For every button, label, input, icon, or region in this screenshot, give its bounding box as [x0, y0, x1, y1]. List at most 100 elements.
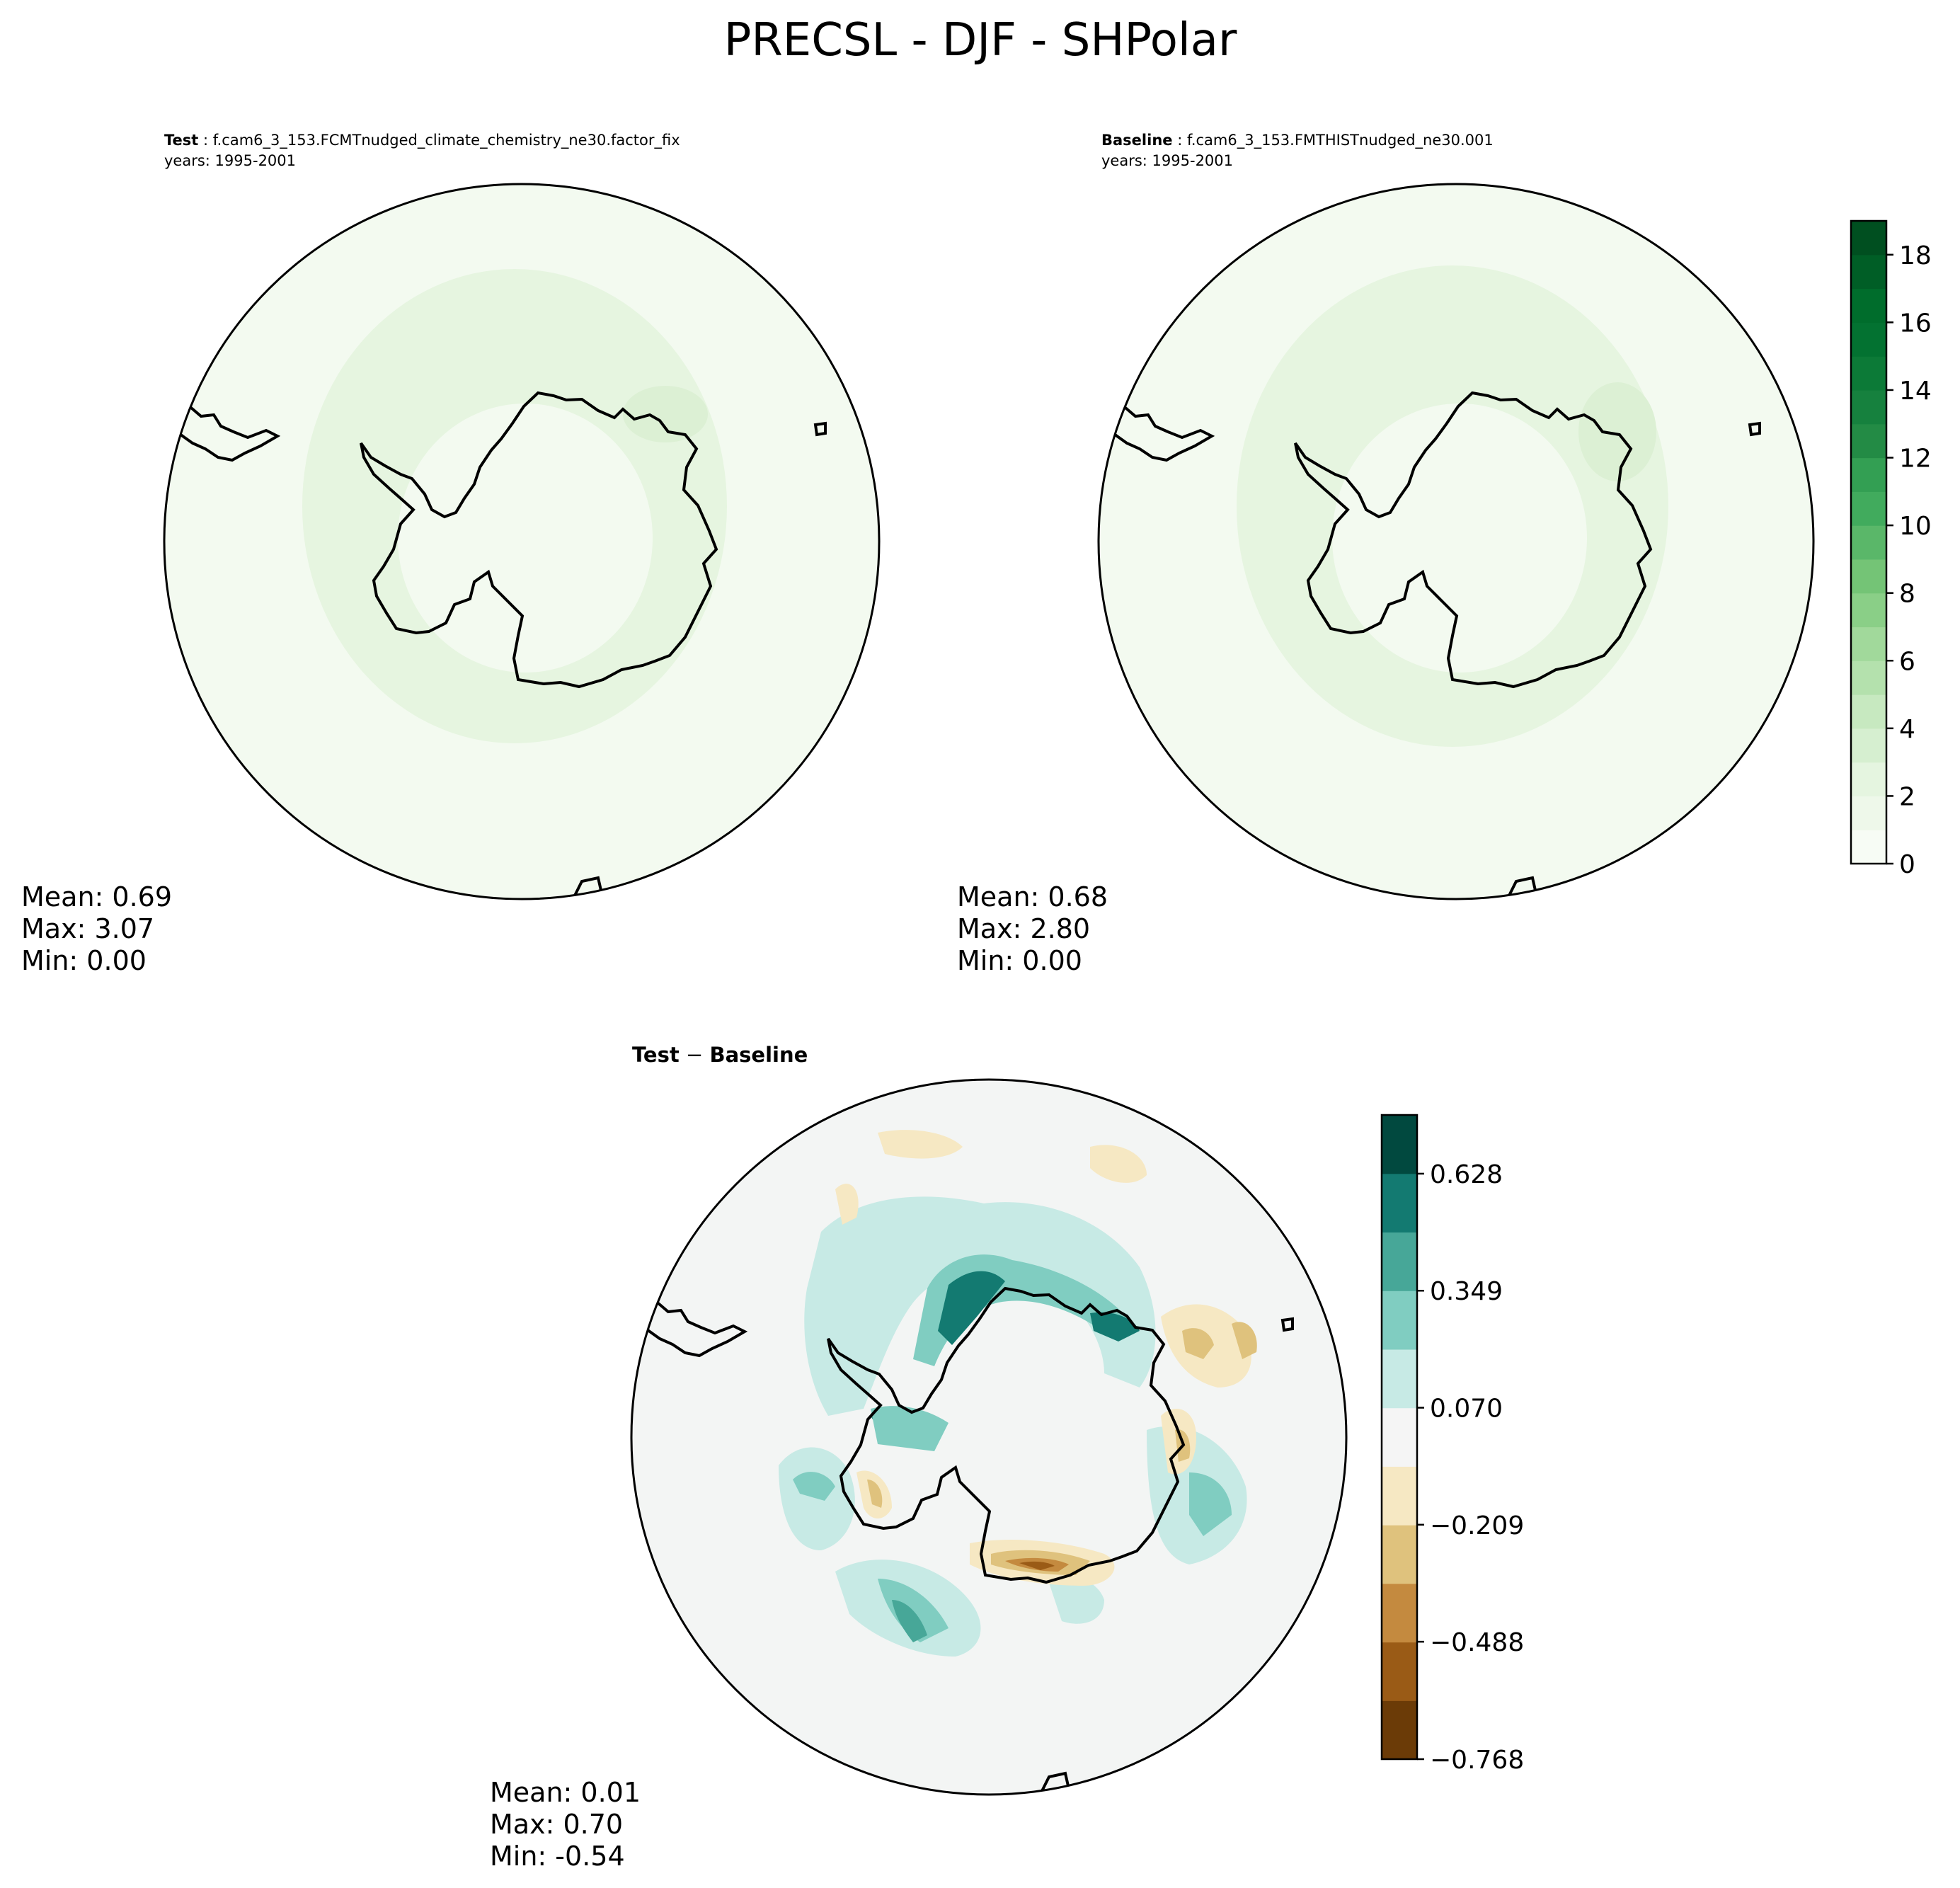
- baseline-panel: Baseline : f.cam6_3_153.FMTHISTnudged_ne…: [957, 132, 1815, 976]
- colorbar-step: [1851, 457, 1886, 492]
- colorbar-step: [1851, 830, 1886, 864]
- colorbar-tick-label: 0: [1899, 850, 1915, 879]
- colorbar-tick-label: 2: [1899, 782, 1915, 811]
- colorbar-diff: −0.768 −0.488 −0.209 0.070 0.349 0.628: [1380, 1114, 1524, 1775]
- baseline-case-name: f.cam6_3_153.FMTHISTnudged_ne30.001: [1187, 132, 1494, 149]
- colorbar-step: [1851, 389, 1886, 425]
- test-map: [164, 184, 879, 899]
- colorbar-tick-label: 4: [1899, 715, 1915, 744]
- colorbar-top-steps: [1851, 221, 1886, 864]
- colorbar-top: 0 2 4 6 8 10 12 14 16 18: [1850, 219, 1932, 879]
- diff-title-op: −: [680, 1043, 710, 1067]
- colorbar-tick-label: 14: [1899, 377, 1932, 406]
- baseline-years: years: 1995-2001: [1101, 152, 1233, 169]
- colorbar-step: [1382, 1642, 1417, 1701]
- diff-positive-region: [779, 1447, 855, 1550]
- baseline-map: [1099, 184, 1813, 899]
- diff-max: Max: 0.70: [490, 1809, 623, 1840]
- colorbar-diff-steps: [1382, 1115, 1417, 1760]
- diff-negative-region: [835, 1184, 859, 1225]
- baseline-mean: Mean: 0.68: [957, 881, 1108, 912]
- colorbar-step: [1851, 660, 1886, 695]
- diff-positive-region: [938, 1271, 1005, 1345]
- diff-min: Min: -0.54: [490, 1841, 625, 1872]
- colorbar-step: [1851, 559, 1886, 594]
- diff-positive-region: [1048, 1576, 1104, 1624]
- colorbar-tick-label: 0.628: [1430, 1160, 1503, 1189]
- test-max: Max: 3.07: [21, 913, 154, 944]
- diff-mean: Mean: 0.01: [490, 1777, 641, 1808]
- colorbar-step: [1851, 221, 1886, 256]
- test-panel: Test : f.cam6_3_153.FCMTnudged_climate_c…: [21, 132, 881, 976]
- diff-positive-region: [793, 1472, 835, 1501]
- colorbar-step: [1382, 1115, 1417, 1174]
- colorbar-step: [1382, 1173, 1417, 1233]
- diff-title: Test − Baseline: [632, 1043, 808, 1067]
- colorbar-tick-label: 12: [1899, 445, 1932, 474]
- colorbar-tick-label: −0.768: [1430, 1746, 1524, 1775]
- colorbar-step: [1851, 593, 1886, 628]
- diff-title-test: Test: [632, 1043, 680, 1067]
- diff-positive-region: [871, 1406, 949, 1451]
- colorbar-step: [1851, 525, 1886, 560]
- diff-negative-region: [867, 1480, 883, 1508]
- colorbar-step: [1851, 423, 1886, 459]
- test-precip-patch: [623, 386, 708, 442]
- colorbar-diff-frame: [1380, 1114, 1419, 1761]
- baseline-map-boundary: [1097, 183, 1815, 900]
- diff-positive-region: [892, 1600, 927, 1642]
- baseline-min: Min: 0.00: [957, 945, 1082, 976]
- colorbar-tick-label: 8: [1899, 580, 1915, 609]
- colorbar-step: [1851, 627, 1886, 661]
- colorbar-step: [1382, 1525, 1417, 1584]
- test-map-boundary: [163, 183, 881, 900]
- colorbar-step: [1382, 1291, 1417, 1350]
- diff-positive-region: [1090, 1312, 1140, 1341]
- baseline-max: Max: 2.80: [957, 913, 1090, 944]
- colorbar-step: [1851, 728, 1886, 763]
- colorbar-step: [1851, 762, 1886, 797]
- colorbar-step: [1382, 1232, 1417, 1291]
- diff-title-baseline: Baseline: [709, 1043, 808, 1067]
- figure-title: PRECSL - DJF - SHPolar: [724, 14, 1237, 67]
- colorbar-step: [1851, 694, 1886, 729]
- diff-positive-region: [1189, 1472, 1232, 1536]
- test-header: Test : f.cam6_3_153.FCMTnudged_climate_c…: [164, 132, 680, 149]
- colorbar-diff-ticks: −0.768 −0.488 −0.209 0.070 0.349 0.628: [1417, 1160, 1524, 1775]
- colorbar-tick-label: 6: [1899, 647, 1915, 676]
- colorbar-step: [1851, 796, 1886, 830]
- diff-negative-region: [1232, 1322, 1257, 1359]
- colorbar-step: [1851, 356, 1886, 391]
- colorbar-step: [1382, 1700, 1417, 1760]
- colorbar-step: [1382, 1583, 1417, 1643]
- test-ice-interior: [398, 404, 653, 673]
- diff-panel: Test − Baseline: [490, 1043, 1348, 1872]
- test-case-name: f.cam6_3_153.FCMTnudged_climate_chemistr…: [213, 132, 680, 149]
- test-island-outline: [813, 421, 827, 437]
- colorbar-step: [1382, 1466, 1417, 1526]
- test-min: Min: 0.00: [21, 945, 147, 976]
- diff-negative-region: [1090, 1145, 1147, 1183]
- colorbar-tick-label: −0.209: [1430, 1511, 1524, 1540]
- colorbar-tick-label: 10: [1899, 512, 1932, 541]
- colorbar-tick-label: 0.349: [1430, 1277, 1503, 1306]
- colorbar-step: [1382, 1349, 1417, 1409]
- baseline-header: Baseline : f.cam6_3_153.FMTHISTnudged_ne…: [1101, 132, 1494, 149]
- colorbar-step: [1851, 254, 1886, 290]
- colorbar-step: [1851, 491, 1886, 526]
- test-years: years: 1995-2001: [164, 152, 296, 169]
- diff-positive-region: [804, 1196, 1156, 1416]
- diff-map-boundary: [630, 1078, 1348, 1796]
- diff-map: [631, 1080, 1346, 1795]
- test-label: Test: [164, 132, 198, 149]
- diff-negative-region: [1182, 1328, 1214, 1359]
- diff-negative-region: [1019, 1561, 1055, 1570]
- colorbar-top-frame: [1850, 219, 1888, 865]
- test-mean: Mean: 0.69: [21, 881, 172, 912]
- colorbar-step: [1851, 322, 1886, 357]
- colorbar-tick-label: −0.488: [1430, 1628, 1524, 1657]
- colorbar-tick-label: 16: [1899, 309, 1932, 338]
- colorbar-step: [1382, 1407, 1417, 1467]
- baseline-precip-patch: [1578, 382, 1656, 481]
- diff-island-outline: [1280, 1317, 1294, 1332]
